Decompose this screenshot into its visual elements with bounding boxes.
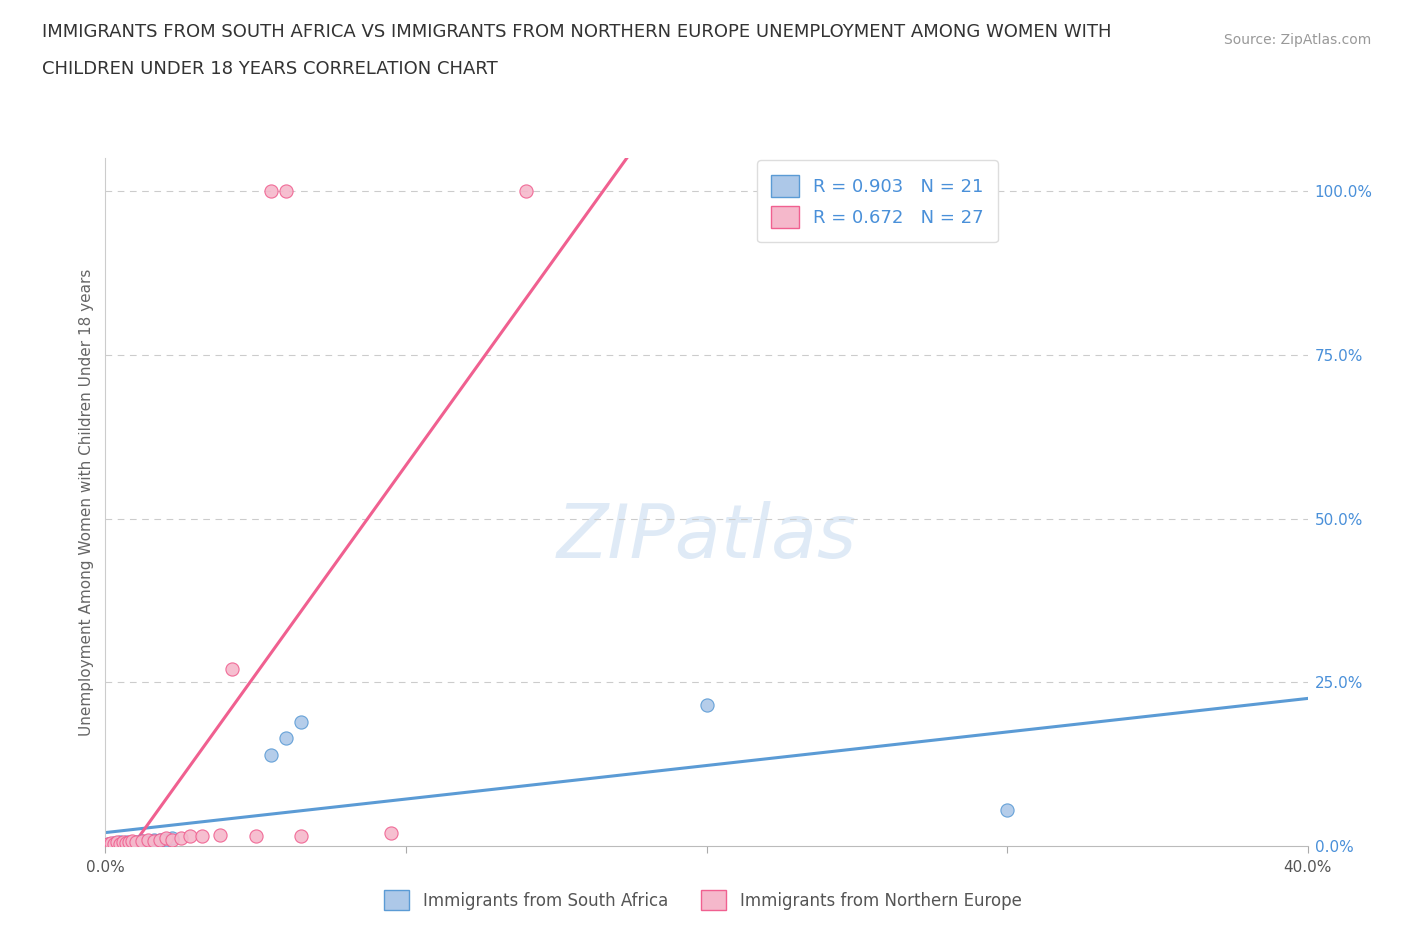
Point xyxy=(124,834,146,849)
Point xyxy=(115,835,138,850)
Point xyxy=(995,803,1018,817)
Point xyxy=(107,837,129,852)
Point xyxy=(112,834,135,849)
Point xyxy=(190,829,212,844)
Point xyxy=(148,832,170,847)
Point xyxy=(290,829,312,844)
Y-axis label: Unemployment Among Women with Children Under 18 years: Unemployment Among Women with Children U… xyxy=(79,269,94,736)
Point xyxy=(260,183,283,198)
Point xyxy=(208,827,231,842)
Point xyxy=(103,835,125,850)
Point xyxy=(274,183,297,198)
Point xyxy=(290,714,312,729)
Point xyxy=(696,698,718,712)
Point xyxy=(136,832,159,847)
Legend: Immigrants from South Africa, Immigrants from Northern Europe: Immigrants from South Africa, Immigrants… xyxy=(378,884,1028,917)
Point xyxy=(97,837,120,852)
Point xyxy=(169,831,191,846)
Point xyxy=(515,183,537,198)
Text: IMMIGRANTS FROM SOUTH AFRICA VS IMMIGRANTS FROM NORTHERN EUROPE UNEMPLOYMENT AMO: IMMIGRANTS FROM SOUTH AFRICA VS IMMIGRAN… xyxy=(42,23,1112,41)
Text: ZIPatlas: ZIPatlas xyxy=(557,500,856,573)
Point xyxy=(97,837,120,852)
Point xyxy=(221,662,243,677)
Point xyxy=(155,832,177,847)
Point xyxy=(110,835,132,850)
Point xyxy=(142,833,165,848)
Text: Source: ZipAtlas.com: Source: ZipAtlas.com xyxy=(1223,33,1371,46)
Point xyxy=(148,833,170,848)
Point xyxy=(274,731,297,746)
Point xyxy=(160,832,183,847)
Point xyxy=(131,833,153,848)
Point xyxy=(131,833,153,848)
Point xyxy=(118,835,141,850)
Point xyxy=(115,834,138,849)
Point xyxy=(136,834,159,849)
Point xyxy=(380,826,402,841)
Point xyxy=(160,831,183,846)
Point xyxy=(179,829,201,844)
Point xyxy=(121,836,143,851)
Point xyxy=(142,832,165,847)
Point xyxy=(245,829,267,844)
Text: CHILDREN UNDER 18 YEARS CORRELATION CHART: CHILDREN UNDER 18 YEARS CORRELATION CHAR… xyxy=(42,60,498,78)
Legend: R = 0.903   N = 21, R = 0.672   N = 27: R = 0.903 N = 21, R = 0.672 N = 27 xyxy=(756,160,998,242)
Point xyxy=(124,835,146,850)
Point xyxy=(100,835,122,850)
Point xyxy=(121,833,143,848)
Point xyxy=(260,747,283,762)
Point xyxy=(112,836,135,851)
Point xyxy=(155,831,177,846)
Point xyxy=(107,835,129,850)
Point xyxy=(100,836,122,851)
Point xyxy=(103,836,125,851)
Point xyxy=(118,835,141,850)
Point xyxy=(110,836,132,851)
